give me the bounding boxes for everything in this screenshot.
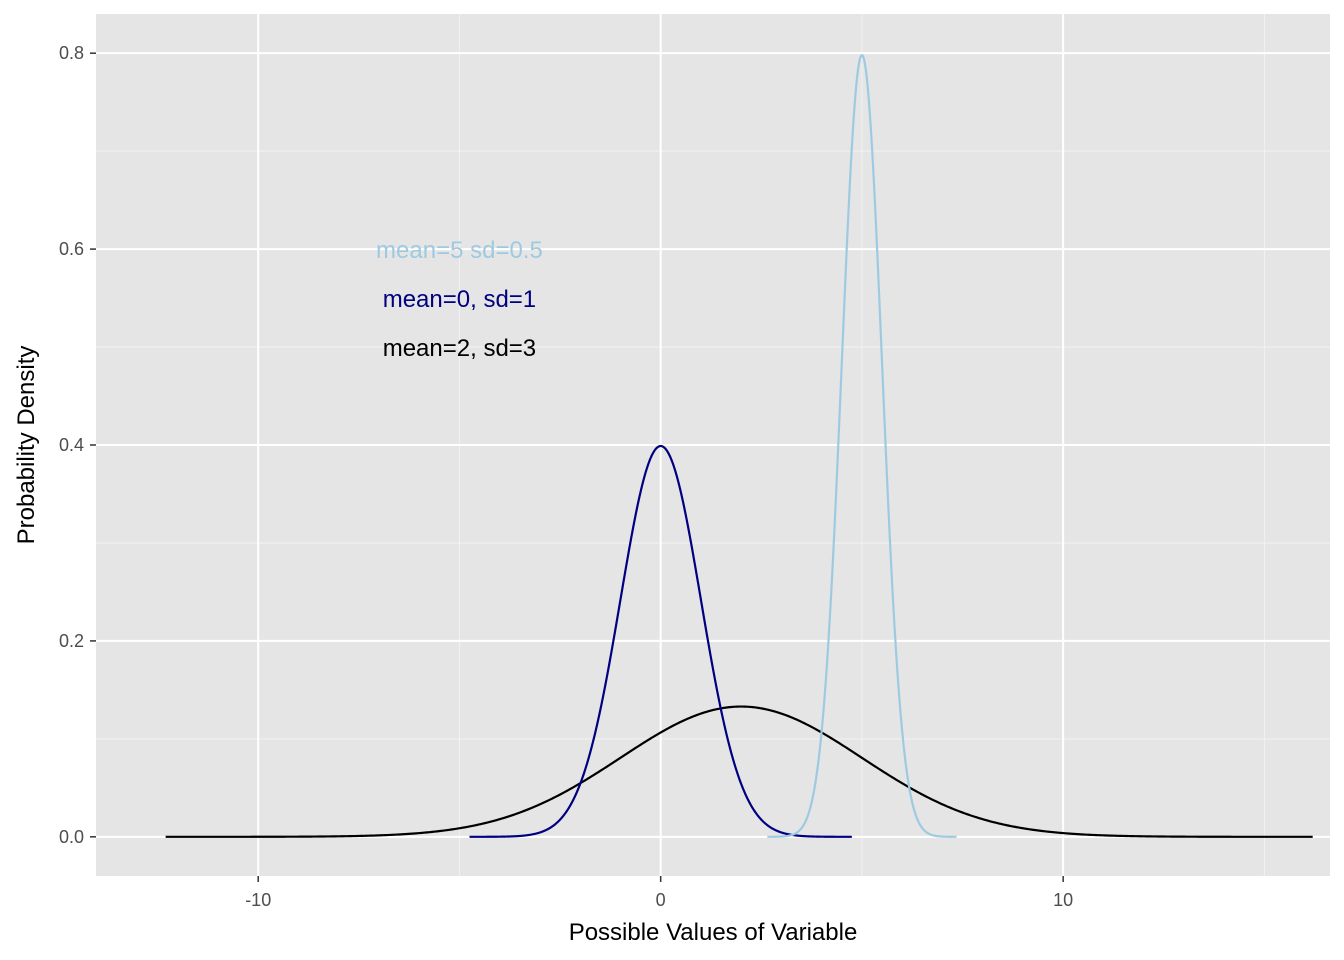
curve-annotations: mean=5 sd=0.5 mean=0, sd=1 mean=2, sd=3 (376, 237, 543, 362)
annotation-label-2: mean=2, sd=3 (383, 335, 536, 362)
density-curve-0 (165, 705, 1313, 838)
y-tick-label: 0.6 (59, 239, 84, 259)
density-curves (165, 54, 1313, 838)
density-curve-1 (469, 444, 853, 838)
x-tick-label: 10 (1053, 890, 1073, 910)
y-tick-label: 0.0 (59, 827, 84, 847)
x-tick-label: 0 (656, 890, 666, 910)
density-curve-2 (766, 54, 958, 838)
y-tick-label: 0.4 (59, 435, 84, 455)
annotation-label-1: mean=0, sd=1 (383, 286, 536, 313)
x-axis: -10 0 10 (245, 876, 1073, 910)
x-axis-title: Possible Values of Variable (569, 919, 858, 946)
x-tick-label: -10 (245, 890, 271, 910)
annotation-label-0: mean=5 sd=0.5 (376, 237, 543, 264)
y-axis-title: Probability Density (13, 346, 40, 545)
y-tick-label: 0.8 (59, 43, 84, 63)
y-tick-label: 0.2 (59, 631, 84, 651)
y-axis: 0.0 0.2 0.4 0.6 0.8 (59, 43, 96, 847)
